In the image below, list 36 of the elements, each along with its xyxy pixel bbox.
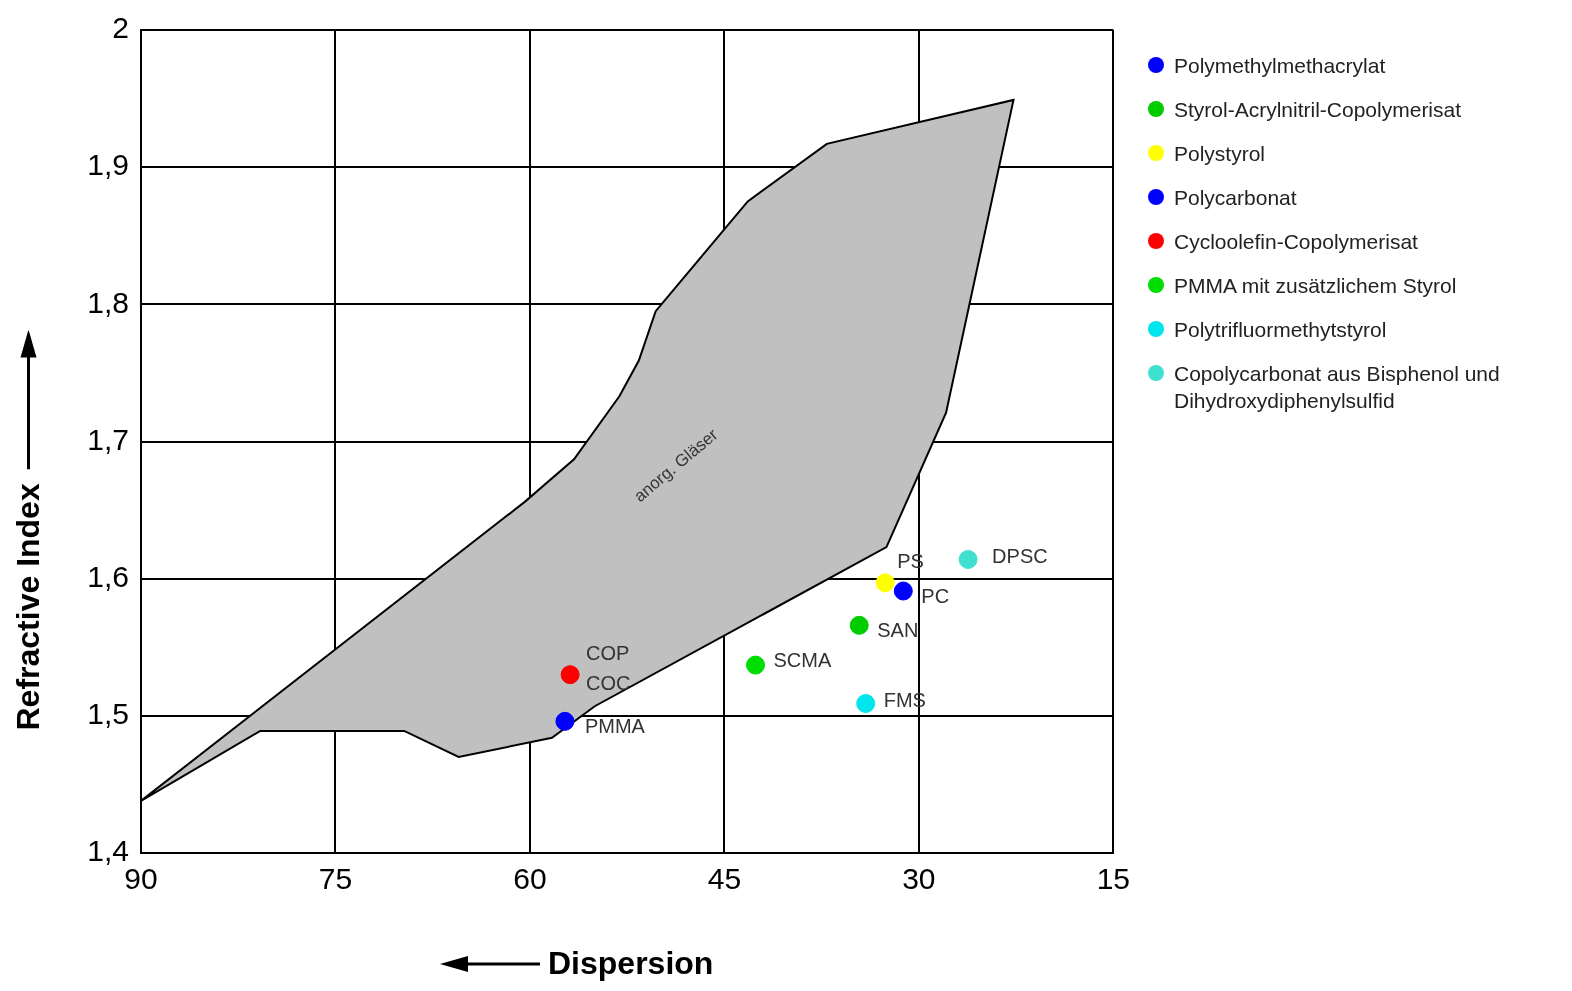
- annotation: SAN: [877, 618, 919, 641]
- y-axis-title: Refractive Index: [9, 483, 47, 731]
- annotation: COP: [586, 642, 630, 665]
- annotation: DPSC: [992, 544, 1048, 567]
- y-tick-label: 2: [112, 11, 129, 45]
- legend-label: PMMA mit zusätzlichem Styrol: [1174, 273, 1457, 299]
- point: [958, 549, 978, 569]
- legend-label: Polytrifluormethytstyrol: [1174, 317, 1387, 343]
- legend-label: Polycarbonat: [1174, 185, 1297, 211]
- point: [555, 711, 575, 731]
- x-tick-label: 15: [1096, 862, 1130, 896]
- point: [893, 581, 913, 601]
- x-tick-label: 45: [707, 862, 742, 896]
- y-tick-label: 1,8: [87, 285, 129, 319]
- legend-label: Cycloolefin-Copolymerisat: [1174, 229, 1418, 255]
- y-tick-label: 1,7: [87, 422, 129, 456]
- legend-label: Polystyrol: [1174, 141, 1266, 167]
- point: [560, 665, 580, 685]
- annotation: PC: [921, 584, 950, 607]
- x-tick-label: 75: [318, 862, 353, 896]
- legend-label: Polymethylmethacrylat: [1174, 53, 1386, 79]
- y-tick-label: 1,6: [87, 559, 129, 593]
- x-axis-title: Dispersion: [548, 945, 714, 982]
- y-tick-label: 1,5: [87, 697, 129, 731]
- x-tick-label: 30: [902, 862, 936, 896]
- annotation: COC: [586, 672, 631, 695]
- annotation: PMMA: [584, 714, 646, 737]
- point: [849, 615, 869, 635]
- point: [746, 655, 765, 675]
- x-tick-label: 60: [513, 862, 547, 896]
- point: [875, 573, 895, 593]
- annotation: SCMA: [773, 648, 832, 671]
- legend-label: Styrol-Acrylnitril-Copolymerisat: [1174, 97, 1462, 123]
- y-tick-label: 1,9: [87, 148, 129, 182]
- legend-label: Copolycarbonat aus Bisphenol und Dihydroxydiphenylsulfid: [1174, 361, 1501, 414]
- point: [856, 693, 876, 713]
